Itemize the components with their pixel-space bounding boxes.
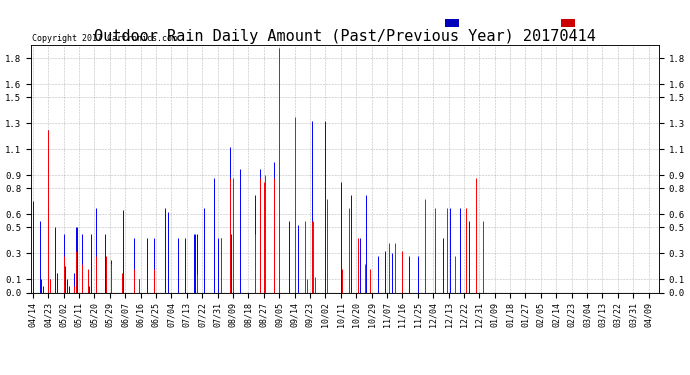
- Legend: Previous  (Inches), Past  (Inches): Previous (Inches), Past (Inches): [444, 17, 654, 30]
- Text: Copyright 2017 Cartronics.com: Copyright 2017 Cartronics.com: [32, 33, 177, 42]
- Title: Outdoor Rain Daily Amount (Past/Previous Year) 20170414: Outdoor Rain Daily Amount (Past/Previous…: [94, 29, 596, 44]
